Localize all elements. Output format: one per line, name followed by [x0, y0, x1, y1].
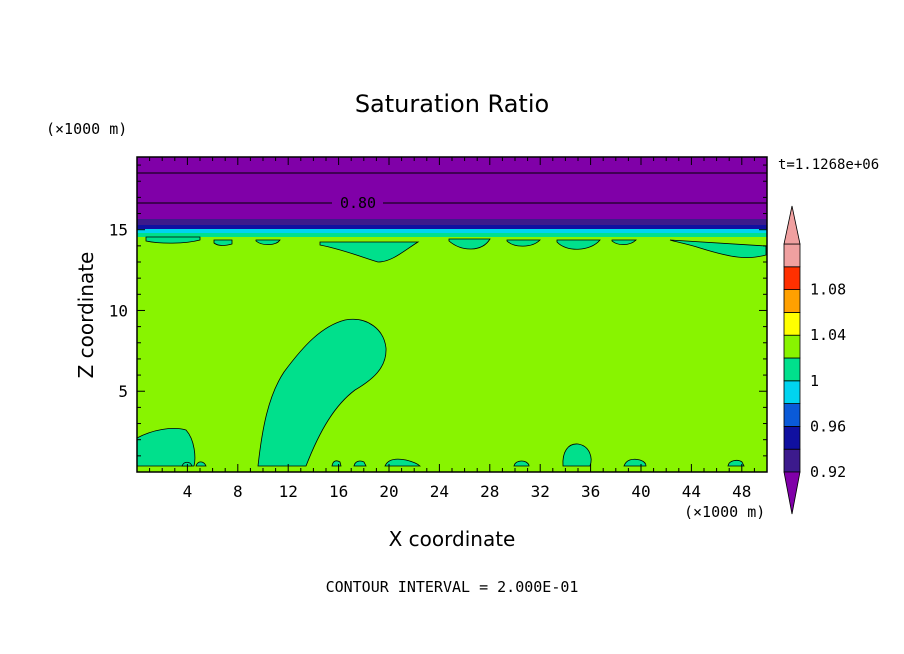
x-axis-label: X coordinate: [389, 527, 516, 551]
small-blob: [562, 443, 592, 467]
x-tick-label: 24: [430, 482, 449, 501]
colorbar-segment: [783, 403, 801, 427]
z-tick-label: 15: [109, 221, 128, 240]
colorbar-segment: [783, 289, 801, 313]
x-tick-label: 48: [732, 482, 751, 501]
upper-blob: [213, 239, 233, 246]
small-blob: [384, 458, 421, 467]
z-unit-label: (×1000 m): [46, 120, 127, 138]
z-axis-label: Z coordinate: [74, 252, 98, 379]
z-tick-labels: 5 10 15: [109, 221, 128, 402]
upper-layer: [137, 157, 767, 219]
colorbar-segment: [783, 357, 801, 382]
colorbar-segment: [783, 334, 801, 359]
time-label: t=1.1268e+06: [778, 157, 879, 173]
colorbar-label: 1: [810, 372, 819, 390]
rising-plume: [257, 318, 387, 467]
upper-blob: [145, 236, 201, 244]
small-blob: [513, 460, 530, 467]
band-cyan: [137, 229, 767, 233]
x-tick-label: 12: [279, 482, 298, 501]
upper-blob: [319, 241, 420, 263]
x-tick-labels: 4 8 12 16 20 24 28 32 36 40 44 48: [183, 482, 752, 501]
x-tick-label: 8: [233, 482, 243, 501]
axis-ticks: [137, 157, 767, 472]
lower-teal-blobs: [136, 318, 745, 467]
small-blob: [195, 461, 207, 467]
contour-interval-note: CONTOUR INTERVAL = 2.000E-01: [326, 578, 579, 596]
contour-plot-area: 0.80: [136, 156, 768, 473]
contour-label: 0.80: [340, 194, 376, 212]
colorbar-segment: [783, 448, 801, 473]
colorbar-label: 0.96: [810, 417, 846, 435]
upper-blob: [255, 239, 281, 246]
upper-blob: [611, 239, 637, 246]
x-tick-label: 16: [329, 482, 348, 501]
upper-blob: [669, 239, 767, 259]
z-tick-label: 5: [118, 382, 128, 401]
x-tick-label: 28: [480, 482, 499, 501]
x-tick-label: 36: [581, 482, 600, 501]
small-blob: [727, 459, 745, 467]
band-dark-indigo: [137, 219, 767, 225]
z-tick-label: 10: [109, 301, 128, 320]
x-tick-label: 4: [183, 482, 193, 501]
colorbar-label: 1.04: [810, 326, 846, 344]
colorbar-over-arrow: [783, 205, 801, 245]
left-blob: [136, 428, 196, 467]
x-tick-label: 40: [631, 482, 650, 501]
colorbar-label: 1.08: [810, 281, 846, 299]
colorbar-segment: [783, 266, 801, 290]
colorbar-segment: [783, 380, 801, 404]
upper-blob: [448, 238, 491, 250]
colorbar-label: 0.92: [810, 463, 846, 481]
upper-blob: [506, 239, 541, 247]
upper-teal-blobs: [145, 236, 767, 263]
colorbar-segment: [783, 311, 801, 336]
colorbar: 0.92 0.96 1 1.04 1.08: [783, 205, 846, 515]
small-blob: [353, 460, 367, 467]
colorbar-segment: [783, 425, 801, 450]
upper-blob: [556, 239, 601, 250]
chart-title: Saturation Ratio: [355, 90, 549, 118]
x-tick-label: 20: [379, 482, 398, 501]
x-tick-label: 32: [531, 482, 550, 501]
band-teal: [137, 233, 767, 237]
colorbar-segment: [783, 243, 801, 268]
x-tick-label: 44: [682, 482, 701, 501]
x-unit-label: (×1000 m): [684, 503, 765, 521]
band-blue: [137, 225, 767, 229]
colorbar-under-arrow: [783, 471, 801, 515]
